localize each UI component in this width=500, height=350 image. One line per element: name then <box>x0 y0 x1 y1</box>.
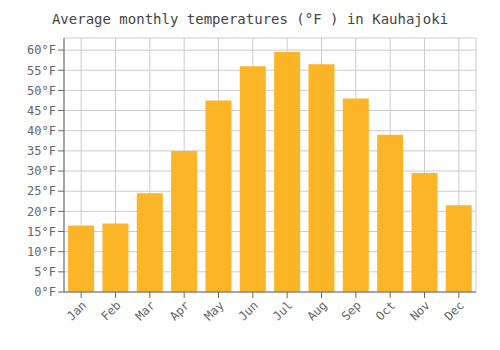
svg-text:15°F: 15°F <box>27 225 56 239</box>
svg-text:Sep: Sep <box>339 298 364 323</box>
svg-text:25°F: 25°F <box>27 184 56 198</box>
svg-text:0°F: 0°F <box>34 285 56 299</box>
html-text:Average monthly temperatures (: Average monthly temperatures (°F ) in Ka… <box>51 11 449 27</box>
svg-text:Feb: Feb <box>98 298 123 323</box>
svg-text:30°F: 30°F <box>27 164 56 178</box>
svg-text:May: May <box>201 298 226 323</box>
svg-text:Apr: Apr <box>167 298 192 323</box>
svg-text:60°F: 60°F <box>27 43 56 57</box>
svg-text:50°F: 50°F <box>27 84 56 98</box>
svg-text:20°F: 20°F <box>27 205 56 219</box>
svg-text:Jul: Jul <box>270 298 295 323</box>
svg-text:45°F: 45°F <box>27 104 56 118</box>
svg-text:Jan: Jan <box>64 298 89 323</box>
svg-text:Mar: Mar <box>133 298 158 323</box>
svg-text:Aug: Aug <box>304 298 329 323</box>
svg-text:40°F: 40°F <box>27 124 56 138</box>
svg-text:Oct: Oct <box>373 298 398 323</box>
svg-text:35°F: 35°F <box>27 144 56 158</box>
svg-text:Dec: Dec <box>442 298 467 323</box>
svg-text:5°F: 5°F <box>34 265 56 279</box>
svg-text:Nov: Nov <box>407 298 432 323</box>
svg-text:55°F: 55°F <box>27 64 56 78</box>
svg-text:Jun: Jun <box>236 298 261 323</box>
svg-text:10°F: 10°F <box>27 245 56 259</box>
